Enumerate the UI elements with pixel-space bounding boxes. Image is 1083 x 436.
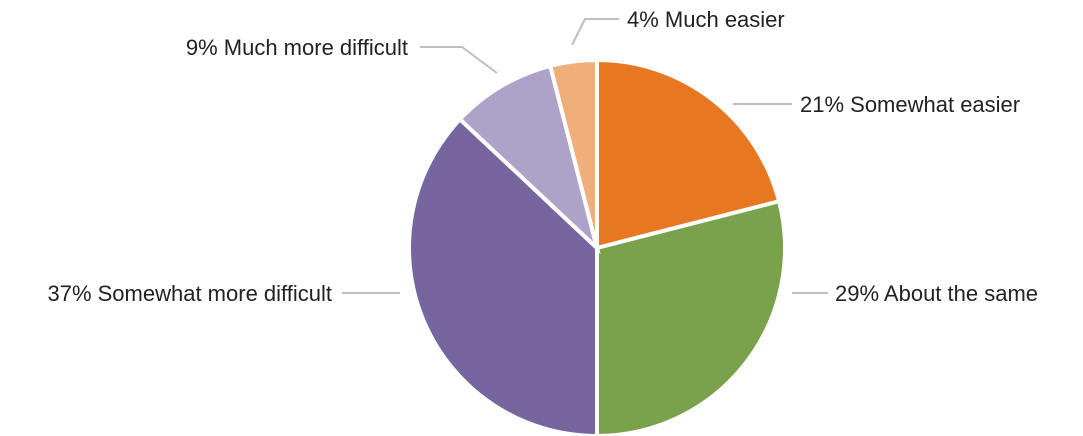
pie-slice-1 — [595, 57, 782, 251]
slice-label-5: 4% Much easier — [627, 7, 785, 32]
pie-labels: 21% Somewhat easier 29% About the same 37%… — [47, 7, 1038, 306]
slice-label-4: 9% Much more difficult — [186, 35, 408, 60]
pie-slice-2 — [595, 198, 787, 436]
pie-slice-4 — [457, 63, 601, 255]
slice-label-3: 37% Somewhat more difficult — [47, 281, 332, 306]
leader-line-5 — [571, 18, 619, 46]
leader-line-4 — [420, 46, 498, 74]
pie-slices — [407, 57, 787, 436]
pie-slice-3 — [407, 116, 599, 436]
pie-slice-5 — [547, 57, 599, 249]
slice-label-1: 21% Somewhat easier — [800, 92, 1020, 117]
slice-label-2: 29% About the same — [835, 281, 1038, 306]
